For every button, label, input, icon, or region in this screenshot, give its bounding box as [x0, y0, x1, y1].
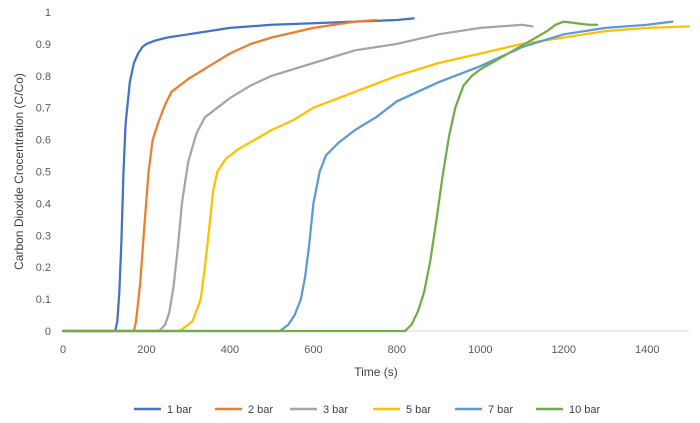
- x-tick-label: 600: [304, 344, 322, 356]
- y-tick-label: 0.9: [36, 39, 51, 51]
- legend-label: 5 bar: [406, 404, 431, 416]
- series-line-1-bar: [61, 17, 415, 333]
- legend: 1 bar 2 bar 3 bar 5 bar 7 bar 10 bar: [134, 404, 601, 416]
- legend-label: 3 bar: [323, 404, 348, 416]
- series-line-5-bar: [61, 25, 691, 333]
- legend-label: 7 bar: [488, 404, 513, 416]
- x-tick-label: 800: [388, 344, 406, 356]
- y-tick-label: 0: [45, 326, 51, 338]
- y-tick-label: 0.5: [36, 167, 51, 179]
- series-line-7-bar: [61, 20, 674, 333]
- y-axis-title: Carbon Dioxide Crocentration (C/Co): [12, 73, 26, 270]
- y-tick-label: 0.8: [36, 71, 51, 83]
- x-tick-label: 400: [221, 344, 239, 356]
- series-lines: [61, 17, 691, 333]
- x-tick-label: 1200: [552, 344, 576, 356]
- y-tick-label: 0.3: [36, 230, 51, 242]
- legend-label: 10 bar: [569, 404, 601, 416]
- series-line-2-bar: [61, 18, 378, 333]
- y-tick-label: 0.4: [36, 198, 51, 210]
- y-tick-label: 0.2: [36, 262, 51, 274]
- y-tick-label: 0.1: [36, 294, 51, 306]
- legend-label: 1 bar: [167, 404, 192, 416]
- x-tick-labels: 0 200 400 600 800 1000 1200 1400: [60, 344, 660, 356]
- series-line-3-bar: [61, 23, 534, 333]
- x-tick-label: 0: [60, 344, 66, 356]
- series-line-10-bar: [61, 20, 599, 333]
- y-tick-label: 1: [45, 7, 51, 19]
- x-tick-label: 1000: [468, 344, 492, 356]
- legend-label: 2 bar: [248, 404, 273, 416]
- y-tick-labels: 0 0.1 0.2 0.3 0.4 0.5 0.6 0.7 0.8 0.9 1: [36, 7, 51, 338]
- y-tick-label: 0.7: [36, 103, 51, 115]
- x-tick-label: 1400: [635, 344, 659, 356]
- y-tick-label: 0.6: [36, 135, 51, 147]
- x-axis-title: Time (s): [354, 365, 398, 379]
- x-tick-label: 200: [137, 344, 155, 356]
